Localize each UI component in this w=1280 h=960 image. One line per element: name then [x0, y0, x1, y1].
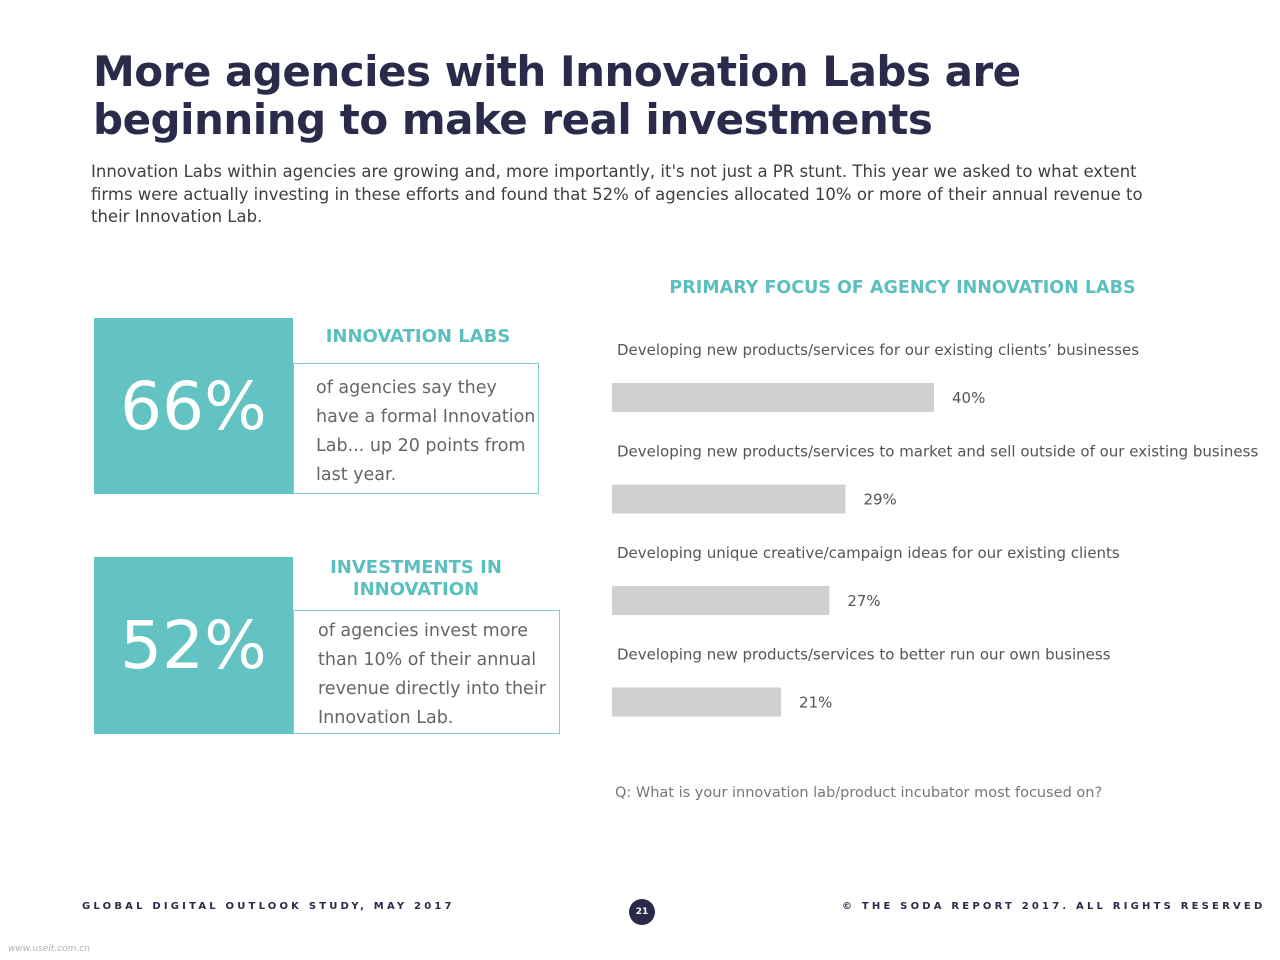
- bar: [612, 586, 830, 615]
- page-title: More agencies with Innovation Labs are b…: [93, 48, 1093, 144]
- value-label: 40%: [952, 389, 985, 407]
- page-number: 21: [629, 899, 655, 925]
- stat-heading: INNOVATION LABS: [325, 326, 511, 347]
- value-label: 21%: [799, 694, 832, 712]
- category-label: Developing new products/services to mark…: [617, 443, 1258, 461]
- footer-left: GLOBAL DIGITAL OUTLOOK STUDY, MAY 2017: [82, 901, 455, 912]
- stat-description: of agencies say they have a formal Innov…: [293, 363, 539, 494]
- page-title-line-2: beginning to make real investments: [93, 95, 933, 144]
- watermark: www.useit.com.cn: [8, 944, 90, 954]
- page-title-line-1: More agencies with Innovation Labs are: [93, 47, 1021, 96]
- chart-title: PRIMARY FOCUS OF AGENCY INNOVATION LABS: [669, 278, 1136, 298]
- bar: [612, 383, 934, 412]
- category-label: Developing new products/services to bett…: [617, 646, 1111, 664]
- stat-heading: INVESTMENTS IN INNOVATION: [330, 557, 502, 600]
- bar: [612, 484, 846, 514]
- stat-value: 66%: [94, 318, 293, 494]
- stat-description: of agencies invest more than 10% of thei…: [293, 610, 560, 734]
- survey-question: Q: What is your innovation lab/product i…: [615, 785, 1103, 801]
- stat-value: 52%: [94, 557, 293, 734]
- bar: [612, 687, 782, 717]
- category-label: Developing unique creative/campaign idea…: [617, 544, 1120, 562]
- footer-right: © THE SODA REPORT 2017. ALL RIGHTS RESER…: [842, 901, 1266, 912]
- value-label: 27%: [847, 592, 880, 610]
- intro-paragraph: Innovation Labs within agencies are grow…: [91, 162, 1143, 226]
- category-label: Developing new products/services for our…: [617, 341, 1139, 359]
- value-label: 29%: [863, 491, 896, 509]
